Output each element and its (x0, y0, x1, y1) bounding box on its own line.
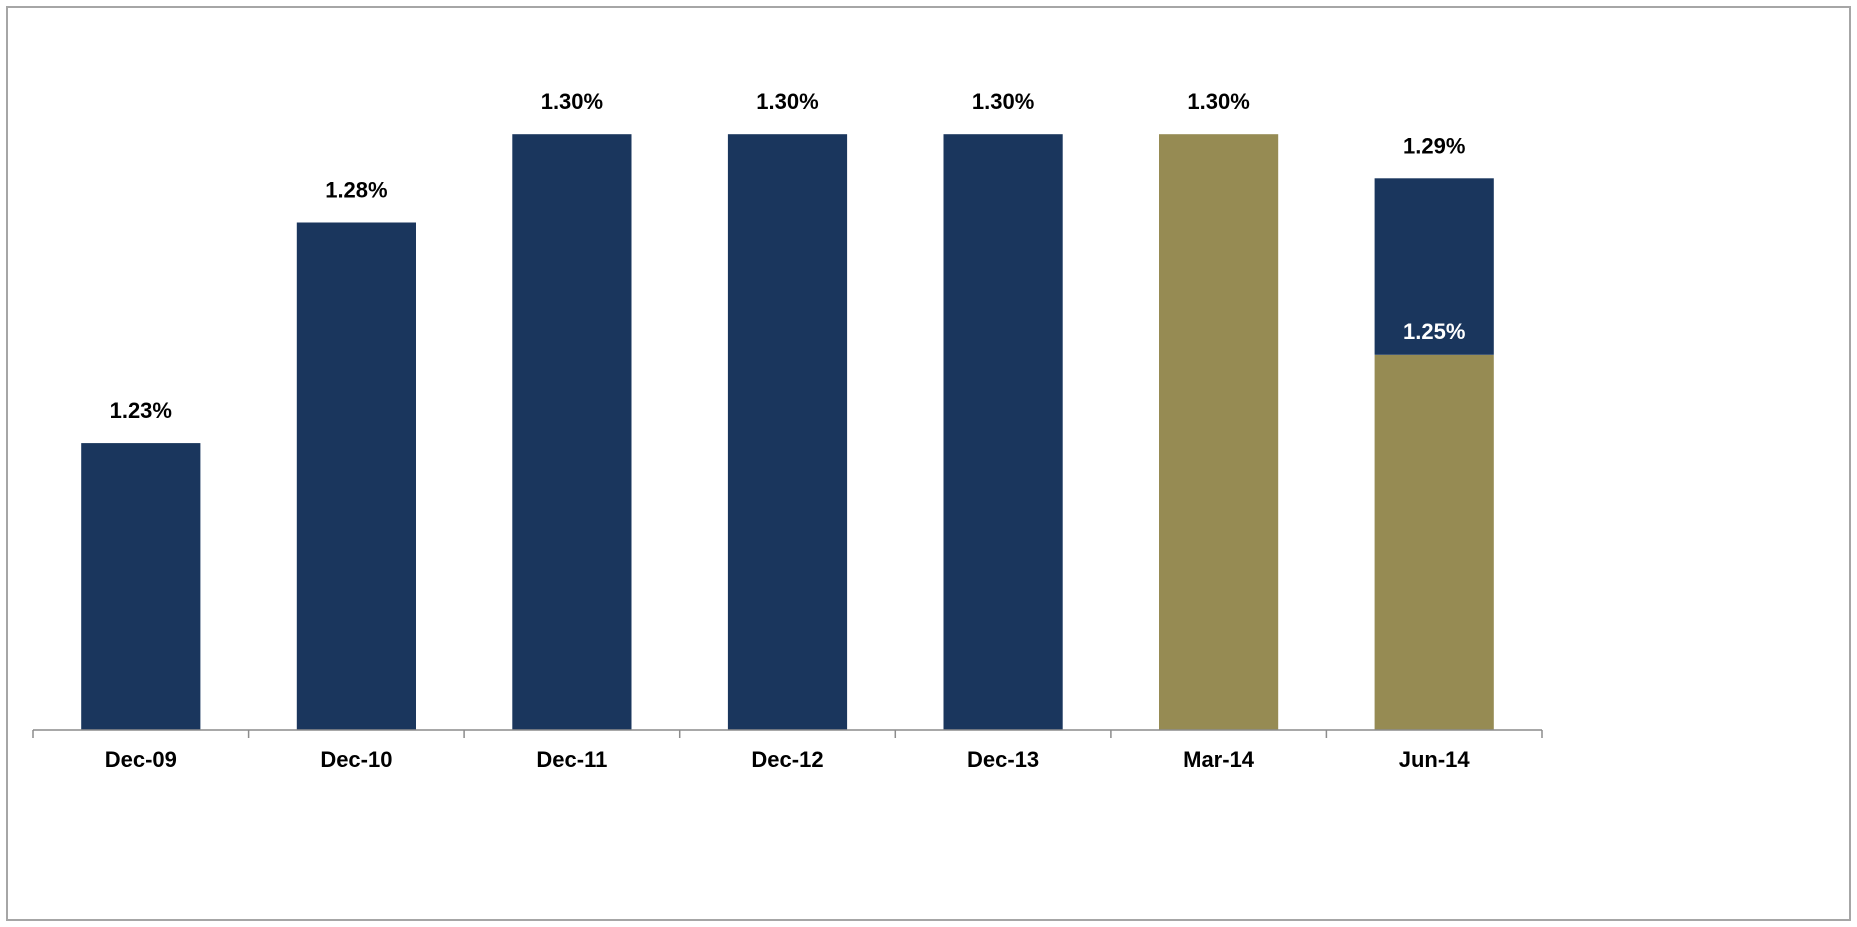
bar-mar-14-series-2 (1159, 134, 1279, 730)
x-tick-label-dec-12: Dec-12 (751, 747, 823, 772)
data-label-mar-14-5: 1.30% (1187, 89, 1249, 114)
data-label-dec-09-0: 1.23% (110, 398, 172, 423)
data-label-dec-13-4: 1.30% (972, 89, 1034, 114)
x-axis: Dec-09 Dec-10 Dec-11 Dec-12 Dec-13 Mar-14 Jun-… (32, 729, 1543, 772)
x-tick-label-jun-14: Jun-14 (1399, 747, 1471, 772)
chart-frame: Dec-09 Dec-10 Dec-11 Dec-12 Dec-13 Mar-14 Jun-… (6, 6, 1851, 921)
bar-chart: Dec-09 Dec-10 Dec-11 Dec-12 Dec-13 Mar-14 Jun-… (32, 89, 1543, 772)
bar-dec-11-series-1 (512, 134, 632, 730)
bar-jun-14-series-1 (1374, 178, 1494, 355)
data-label-dec-11-2: 1.30% (541, 89, 603, 114)
bars-layer (81, 134, 1494, 730)
x-tick-label-dec-13: Dec-13 (967, 747, 1039, 772)
data-label-dec-10-1: 1.28% (325, 178, 387, 203)
x-tick-label-dec-11: Dec-11 (536, 747, 607, 772)
data-label-dec-12-3: 1.30% (756, 89, 818, 114)
data-labels-layer: 1.23% 1.28% 1.30% 1.30% 1.30% 1.30% 1.29% 1.25% (110, 89, 1466, 423)
x-tick-label-dec-10: Dec-10 (320, 747, 392, 772)
data-label-jun-14-7: 1.25% (1403, 319, 1465, 344)
x-tick-label-dec-09: Dec-09 (105, 747, 177, 772)
x-tick-label-mar-14: Mar-14 (1183, 747, 1255, 772)
bar-dec-12-series-1 (727, 134, 848, 730)
bar-jun-14-series-2 (1374, 354, 1494, 730)
bar-dec-10-series-1 (296, 222, 416, 730)
bar-dec-09-series-1 (81, 443, 201, 730)
data-label-jun-14-6: 1.29% (1403, 133, 1465, 158)
bar-dec-13-series-1 (943, 134, 1063, 730)
